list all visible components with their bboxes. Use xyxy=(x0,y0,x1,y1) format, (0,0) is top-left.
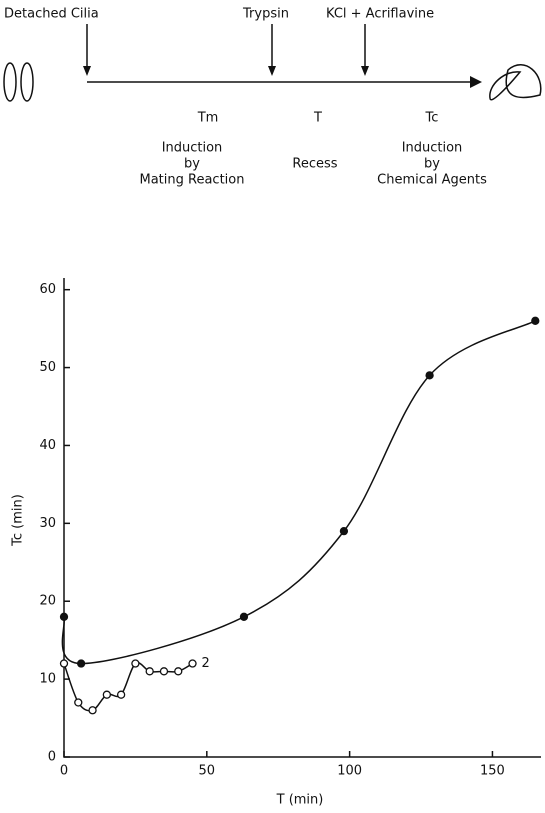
point xyxy=(340,528,347,535)
y-tick-label: 60 xyxy=(39,282,56,297)
phase-text: Induction xyxy=(402,141,463,156)
x-tick-label: 0 xyxy=(60,764,68,779)
label: Tm xyxy=(197,111,219,126)
x-tick-label: 100 xyxy=(337,764,362,779)
point xyxy=(118,691,125,698)
figure: Detached Cilia Trypsin KCl + Acriflavine… xyxy=(0,0,545,813)
label: Detached Cilia xyxy=(4,7,99,22)
x-axis-label: T (min) xyxy=(276,793,324,808)
y-tick-label: 20 xyxy=(39,594,56,609)
phase-text: by xyxy=(184,157,200,172)
down-arrows xyxy=(83,24,369,76)
point xyxy=(89,707,96,714)
point xyxy=(240,613,247,620)
curve xyxy=(64,663,193,711)
phase-text: Recess xyxy=(292,157,337,172)
label: Trypsin xyxy=(242,7,289,22)
label: KCl + Acriflavine xyxy=(326,7,434,22)
point xyxy=(75,699,82,706)
pair-icon xyxy=(490,65,541,100)
point xyxy=(160,668,167,675)
y-tick-label: 30 xyxy=(39,516,56,531)
cell-icon xyxy=(21,63,33,101)
phase-text: Mating Reaction xyxy=(140,173,245,188)
point xyxy=(532,317,539,324)
y-tick-label: 40 xyxy=(39,438,56,453)
y-axis-label: Tc (min) xyxy=(11,494,26,547)
point xyxy=(175,668,182,675)
point xyxy=(78,660,85,667)
label: T xyxy=(313,111,322,126)
phase-text: Chemical Agents xyxy=(377,173,487,188)
point xyxy=(132,660,139,667)
arrow-head xyxy=(470,76,482,88)
axes xyxy=(64,278,541,757)
cell-icon xyxy=(4,63,16,101)
point xyxy=(61,660,68,667)
label: Tc xyxy=(425,111,439,126)
x-tick-label: 150 xyxy=(480,764,505,779)
y-tick-label: 50 xyxy=(39,360,56,375)
y-tick-label: 0 xyxy=(48,750,56,765)
point xyxy=(146,668,153,675)
point xyxy=(103,691,110,698)
point xyxy=(61,613,68,620)
point xyxy=(426,372,433,379)
y-tick-label: 10 xyxy=(39,672,56,687)
point xyxy=(189,660,196,667)
diagram: Detached Cilia Trypsin KCl + Acriflavine… xyxy=(4,7,541,188)
phase-text: by xyxy=(424,157,440,172)
x-tick-label: 50 xyxy=(199,764,216,779)
curve xyxy=(62,321,535,664)
phase-text: Induction xyxy=(162,141,223,156)
series-label: 2 xyxy=(202,656,210,671)
